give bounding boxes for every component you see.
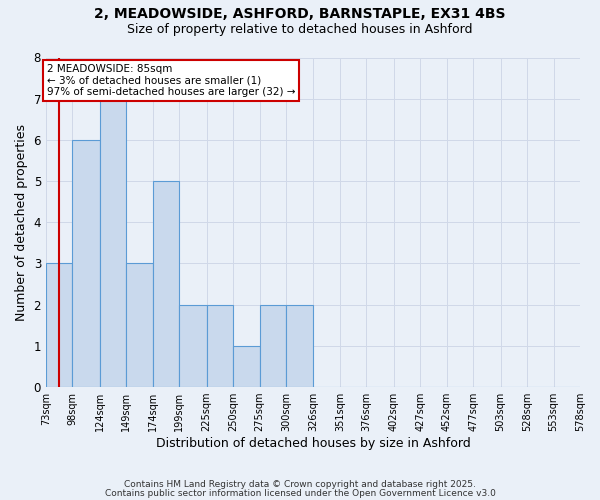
X-axis label: Distribution of detached houses by size in Ashford: Distribution of detached houses by size … [155, 437, 470, 450]
Bar [179, 304, 206, 387]
Bar [46, 264, 73, 387]
Bar [233, 346, 260, 387]
Text: 2, MEADOWSIDE, ASHFORD, BARNSTAPLE, EX31 4BS: 2, MEADOWSIDE, ASHFORD, BARNSTAPLE, EX31… [94, 8, 506, 22]
Text: Contains public sector information licensed under the Open Government Licence v3: Contains public sector information licen… [104, 489, 496, 498]
Bar [206, 304, 233, 387]
Text: Size of property relative to detached houses in Ashford: Size of property relative to detached ho… [127, 22, 473, 36]
Bar [73, 140, 100, 387]
Bar [260, 304, 286, 387]
Y-axis label: Number of detached properties: Number of detached properties [15, 124, 28, 321]
Bar [286, 304, 313, 387]
Bar [126, 264, 153, 387]
Text: 2 MEADOWSIDE: 85sqm
← 3% of detached houses are smaller (1)
97% of semi-detached: 2 MEADOWSIDE: 85sqm ← 3% of detached hou… [47, 64, 295, 97]
Bar [153, 181, 179, 387]
Bar [100, 98, 126, 387]
Text: Contains HM Land Registry data © Crown copyright and database right 2025.: Contains HM Land Registry data © Crown c… [124, 480, 476, 489]
